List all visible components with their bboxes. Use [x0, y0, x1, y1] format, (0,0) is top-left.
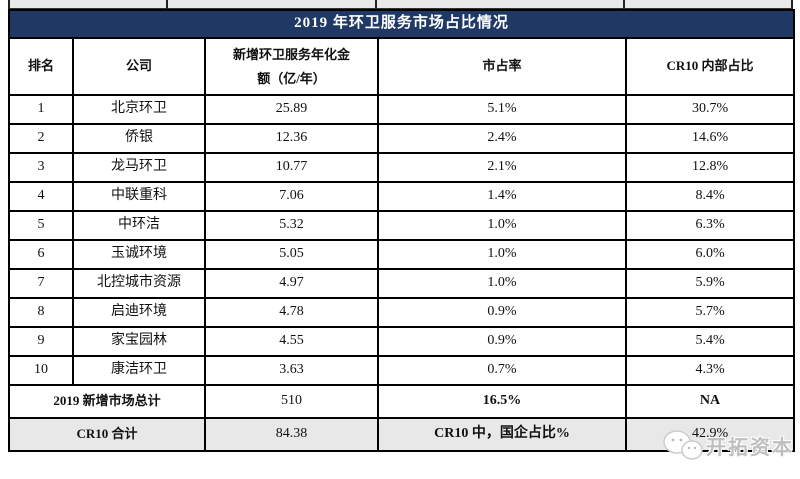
table-row: 2 侨银 12.36 2.4% 14.6%: [8, 123, 796, 154]
table-row: 10 康洁环卫 3.63 0.7% 4.3%: [8, 355, 796, 386]
cell-amount: 4.55: [204, 326, 379, 357]
cell-company: 龙马环卫: [72, 152, 206, 183]
cell-total-share: 16.5%: [377, 384, 627, 419]
grid-line: [375, 0, 377, 9]
cell-total-cr10: NA: [624, 384, 796, 419]
table-row: 4 中联重科 7.06 1.4% 8.4%: [8, 181, 796, 212]
cell-company: 中环洁: [72, 210, 206, 241]
cell-cr10: 30.7%: [624, 94, 796, 125]
cell-rank: 7: [8, 268, 74, 299]
cell-rank: 5: [8, 210, 74, 241]
table-row: 1 北京环卫 25.89 5.1% 30.7%: [8, 94, 796, 125]
cell-share: 0.7%: [377, 355, 627, 386]
cell-company: 玉诚环境: [72, 239, 206, 270]
cell-amount: 12.36: [204, 123, 379, 154]
table-row: 8 启迪环境 4.78 0.9% 5.7%: [8, 297, 796, 328]
cell-rank: 1: [8, 94, 74, 125]
summary-row-total: 2019 新增市场总计 510 16.5% NA: [8, 384, 796, 419]
cell-rank: 9: [8, 326, 74, 357]
cell-company: 启迪环境: [72, 297, 206, 328]
grid-line: [623, 0, 625, 9]
cell-rank: 8: [8, 297, 74, 328]
table-title-row: 2019 年环卫服务市场占比情况: [7, 9, 796, 39]
cell-cr10-label: CR10 合计: [8, 417, 206, 452]
table-row: 3 龙马环卫 10.77 2.1% 12.8%: [8, 152, 796, 183]
cell-company: 康洁环卫: [72, 355, 206, 386]
cell-soe-share-value: 42.9%: [624, 417, 796, 452]
table-row: 5 中环洁 5.32 1.0% 6.3%: [8, 210, 796, 241]
cell-amount: 3.63: [204, 355, 379, 386]
cell-share: 1.4%: [377, 181, 627, 212]
cell-share: 5.1%: [377, 94, 627, 125]
cell-amount: 5.05: [204, 239, 379, 270]
cell-share: 2.4%: [377, 123, 627, 154]
table-title: 2019 年环卫服务市场占比情况: [7, 9, 796, 39]
cell-amount: 10.77: [204, 152, 379, 183]
market-share-table: 2019 年环卫服务市场占比情况 排名 公司 新增环卫服务年化金 额（亿/年） 市占率 C…: [7, 9, 796, 452]
col-header-line: 额（亿/年）: [257, 70, 326, 86]
cell-amount: 7.06: [204, 181, 379, 212]
cell-amount: 25.89: [204, 94, 379, 125]
cell-rank: 6: [8, 239, 74, 270]
cell-cr10: 14.6%: [624, 123, 796, 154]
cell-company: 北京环卫: [72, 94, 206, 125]
cell-share: 0.9%: [377, 297, 627, 328]
cell-rank: 4: [8, 181, 74, 212]
table-row: 9 家宝园林 4.55 0.9% 5.4%: [8, 326, 796, 357]
grid-line: [8, 0, 10, 9]
table-header-row: 排名 公司 新增环卫服务年化金 额（亿/年） 市占率 CR10 内部占比: [8, 37, 796, 96]
summary-row-cr10: CR10 合计 84.38 CR10 中，国企占比% 42.9%: [8, 417, 796, 452]
cell-company: 中联重科: [72, 181, 206, 212]
cell-cr10: 5.7%: [624, 297, 796, 328]
grid-line: [791, 0, 793, 9]
cell-share: 0.9%: [377, 326, 627, 357]
grid-line: [166, 0, 168, 9]
cell-soe-share-label: CR10 中，国企占比%: [377, 417, 627, 452]
col-header-rank: 排名: [8, 37, 74, 96]
cell-rank: 2: [8, 123, 74, 154]
cell-total-label: 2019 新增市场总计: [8, 384, 206, 419]
cell-company: 家宝园林: [72, 326, 206, 357]
cell-cr10: 5.4%: [624, 326, 796, 357]
cell-cr10: 6.3%: [624, 210, 796, 241]
col-header-share: 市占率: [377, 37, 627, 96]
cell-rank: 10: [8, 355, 74, 386]
cell-rank: 3: [8, 152, 74, 183]
cell-share: 2.1%: [377, 152, 627, 183]
cell-share: 1.0%: [377, 210, 627, 241]
col-header-amount: 新增环卫服务年化金 额（亿/年）: [204, 37, 379, 96]
cell-cr10: 6.0%: [624, 239, 796, 270]
cell-share: 1.0%: [377, 268, 627, 299]
cell-cr10-amount: 84.38: [204, 417, 379, 452]
cell-amount: 5.32: [204, 210, 379, 241]
watermark-logo-icon: [663, 430, 703, 460]
cell-company: 北控城市资源: [72, 268, 206, 299]
table-row: 7 北控城市资源 4.97 1.0% 5.9%: [8, 268, 796, 299]
cell-share: 1.0%: [377, 239, 627, 270]
cell-amount: 4.78: [204, 297, 379, 328]
col-header-cr10: CR10 内部占比: [624, 37, 796, 96]
watermark-text: 开拓资本: [706, 436, 794, 459]
cell-cr10: 5.9%: [624, 268, 796, 299]
cell-company: 侨银: [72, 123, 206, 154]
cell-amount: 4.97: [204, 268, 379, 299]
watermark: 开拓资本: [662, 426, 794, 464]
table-row: 6 玉诚环境 5.05 1.0% 6.0%: [8, 239, 796, 270]
cell-cr10: 12.8%: [624, 152, 796, 183]
col-header-company: 公司: [72, 37, 206, 96]
cell-cr10: 8.4%: [624, 181, 796, 212]
cell-cr10: 4.3%: [624, 355, 796, 386]
col-header-line: 新增环卫服务年化金: [232, 46, 350, 62]
cropped-previous-row: [8, 0, 793, 9]
cell-total-amount: 510: [204, 384, 379, 419]
